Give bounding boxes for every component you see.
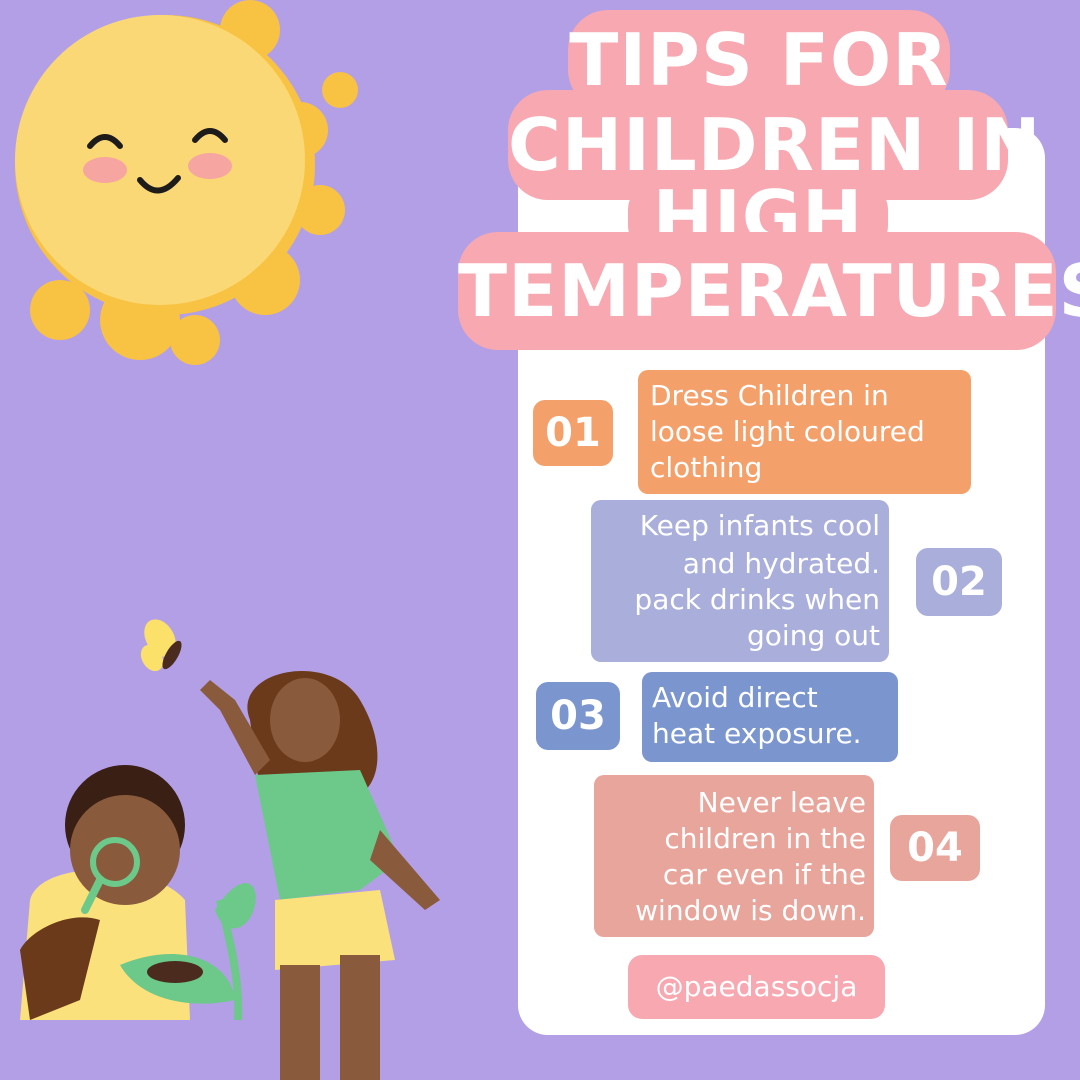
tip-01-line-3: clothing bbox=[650, 451, 763, 484]
sun-smile bbox=[137, 175, 181, 194]
tip-01-line-1: Dress Children in bbox=[650, 379, 889, 412]
butterfly-icon bbox=[140, 619, 182, 672]
social-handle: @paedassocja bbox=[628, 955, 885, 1019]
title-line-4: TEMPERATURES bbox=[458, 232, 1080, 350]
sun-right-eye bbox=[192, 128, 228, 143]
tip-02-line-2: and hydrated. bbox=[682, 547, 880, 580]
tip-01-text-bg bbox=[638, 370, 971, 494]
tip-02-text-bg bbox=[591, 500, 889, 662]
tip-number-01: 01 bbox=[533, 400, 613, 466]
tip-02-line-1: Keep infants cool bbox=[639, 509, 880, 542]
tip-03-line-1: Avoid direct bbox=[652, 681, 818, 714]
leaf-plant bbox=[120, 883, 256, 1021]
tip-number-04: 04 bbox=[890, 815, 980, 881]
tip-04-line-1: Never leave bbox=[697, 786, 866, 819]
tip-02-line-3: pack drinks when bbox=[634, 583, 880, 616]
tip-04-line-2: children in the bbox=[664, 822, 866, 855]
girl-figure bbox=[200, 671, 440, 1080]
sun-left-eye bbox=[87, 134, 123, 149]
title-line-2: CHILDREN IN bbox=[508, 90, 1041, 200]
tip-04-text-bg bbox=[594, 775, 874, 937]
children-exploring-illustration bbox=[20, 619, 440, 1080]
tip-02-line-4: going out bbox=[747, 619, 880, 652]
tip-03-text-bg bbox=[642, 672, 898, 762]
sun-right-cheek bbox=[188, 153, 232, 179]
tip-number-02: 02 bbox=[916, 548, 1002, 616]
tip-01-line-2: loose light coloured bbox=[650, 415, 925, 448]
smiling-sun-illustration bbox=[15, 0, 358, 365]
sun-face bbox=[15, 15, 305, 305]
tip-04-line-4: window is down. bbox=[635, 894, 866, 927]
tip-03-line-2: heat exposure. bbox=[652, 717, 862, 750]
sun-left-cheek bbox=[83, 157, 127, 183]
tip-04-line-3: car even if the bbox=[662, 858, 866, 891]
tip-number-03: 03 bbox=[536, 682, 620, 750]
magnifying-glass-icon bbox=[90, 837, 140, 887]
boy-figure bbox=[20, 765, 190, 1020]
